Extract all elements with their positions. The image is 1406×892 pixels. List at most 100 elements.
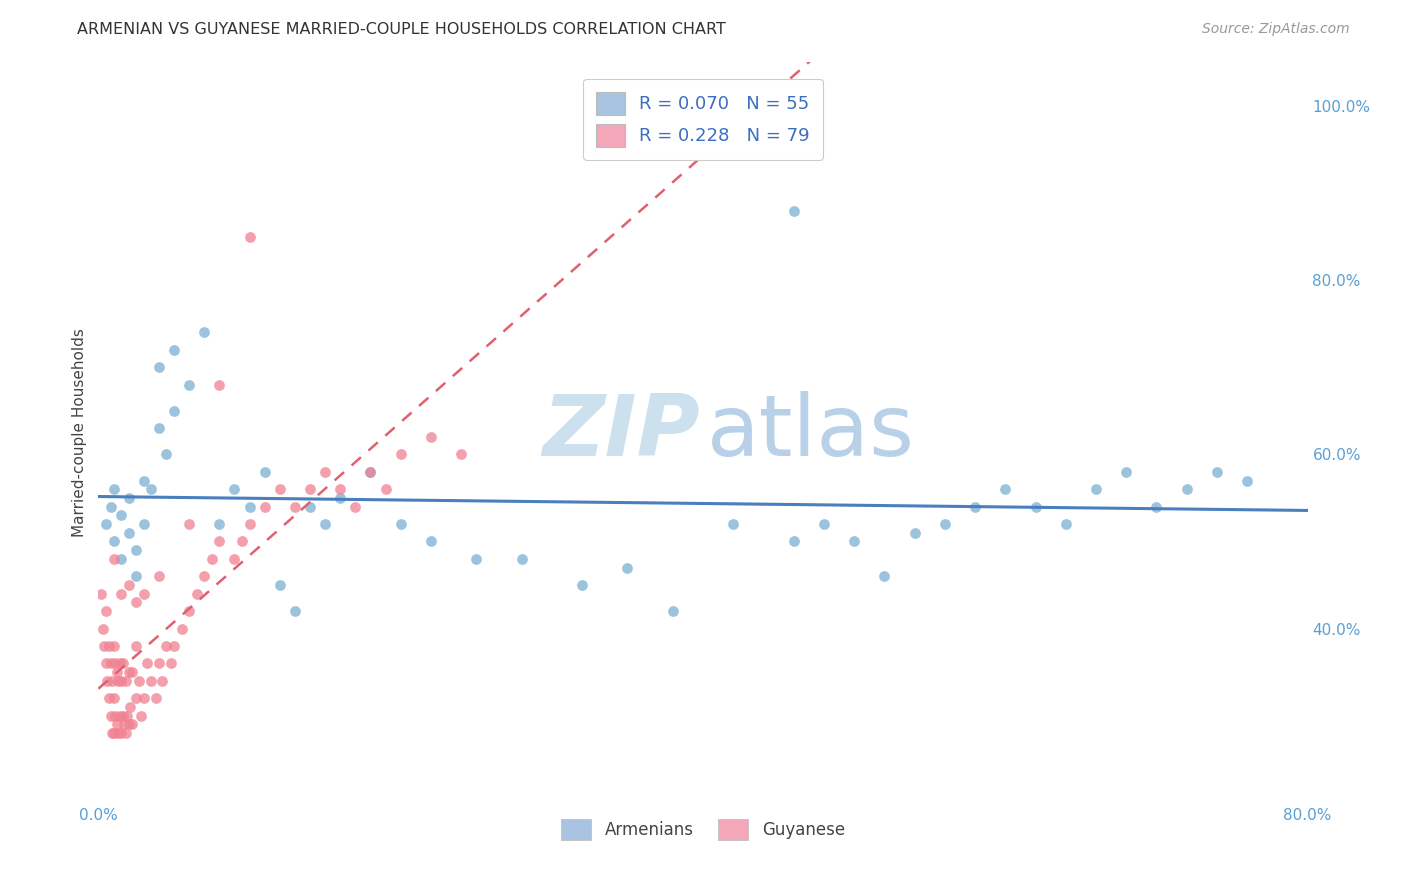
Point [141, 673, 163, 688]
Text: Source: ZipAtlas.com: Source: ZipAtlas.com [1202, 22, 1350, 37]
Point [103, 691, 125, 706]
Point [132, 474, 155, 488]
Point [148, 360, 170, 375]
Point [125, 569, 148, 583]
Point [163, 404, 186, 418]
Point [1054, 517, 1077, 532]
Point [132, 517, 155, 532]
Point [253, 500, 276, 514]
Point [1175, 482, 1198, 496]
Point [103, 482, 125, 496]
Point [269, 482, 291, 496]
Text: ZIP: ZIP [541, 391, 699, 475]
Point [284, 500, 307, 514]
Point [813, 517, 835, 532]
Point [360, 465, 382, 479]
Point [374, 482, 396, 496]
Point [1085, 482, 1108, 496]
Point [111, 708, 134, 723]
Point [844, 534, 866, 549]
Point [125, 691, 148, 706]
Point [118, 578, 141, 592]
Point [132, 587, 155, 601]
Point [783, 203, 806, 218]
Point [571, 578, 593, 592]
Point [128, 673, 150, 688]
Point [118, 525, 141, 540]
Point [118, 665, 141, 680]
Point [100, 500, 122, 514]
Point [329, 491, 352, 505]
Point [389, 517, 412, 532]
Point [118, 491, 141, 505]
Point [94, 604, 117, 618]
Point [284, 604, 307, 618]
Point [111, 657, 134, 671]
Point [125, 595, 148, 609]
Point [148, 421, 170, 435]
Point [661, 604, 683, 618]
Point [1236, 474, 1258, 488]
Point [115, 708, 138, 723]
Point [344, 500, 367, 514]
Point [420, 430, 443, 444]
Point [101, 673, 124, 688]
Point [224, 552, 246, 566]
Point [132, 691, 155, 706]
Point [510, 552, 533, 566]
Point [389, 447, 412, 461]
Point [160, 657, 183, 671]
Point [299, 500, 322, 514]
Point [107, 673, 129, 688]
Point [179, 377, 201, 392]
Point [193, 326, 215, 340]
Point [108, 657, 131, 671]
Point [112, 717, 135, 731]
Point [329, 482, 352, 496]
Point [104, 657, 127, 671]
Point [94, 657, 117, 671]
Point [723, 517, 745, 532]
Point [1115, 465, 1137, 479]
Point [104, 708, 127, 723]
Point [170, 622, 193, 636]
Point [94, 517, 117, 532]
Point [155, 447, 177, 461]
Point [100, 657, 122, 671]
Point [179, 517, 201, 532]
Point [314, 517, 336, 532]
Point [873, 569, 896, 583]
Point [110, 552, 132, 566]
Point [163, 343, 186, 357]
Point [231, 534, 253, 549]
Point [120, 700, 142, 714]
Point [107, 726, 129, 740]
Point [148, 657, 170, 671]
Point [239, 500, 262, 514]
Point [121, 665, 143, 680]
Point [465, 552, 488, 566]
Point [253, 465, 276, 479]
Point [224, 482, 246, 496]
Point [125, 639, 148, 653]
Point [110, 508, 132, 523]
Text: atlas: atlas [707, 391, 915, 475]
Point [616, 560, 638, 574]
Point [100, 708, 122, 723]
Point [110, 587, 132, 601]
Point [103, 552, 125, 566]
Point [193, 569, 215, 583]
Point [1206, 465, 1229, 479]
Point [965, 500, 987, 514]
Point [103, 726, 125, 740]
Point [108, 708, 131, 723]
Point [98, 639, 121, 653]
Point [150, 673, 173, 688]
Point [201, 552, 224, 566]
Point [1024, 500, 1046, 514]
Point [103, 639, 125, 653]
Point [239, 229, 262, 244]
Point [141, 482, 163, 496]
Point [934, 517, 956, 532]
Point [1144, 500, 1167, 514]
